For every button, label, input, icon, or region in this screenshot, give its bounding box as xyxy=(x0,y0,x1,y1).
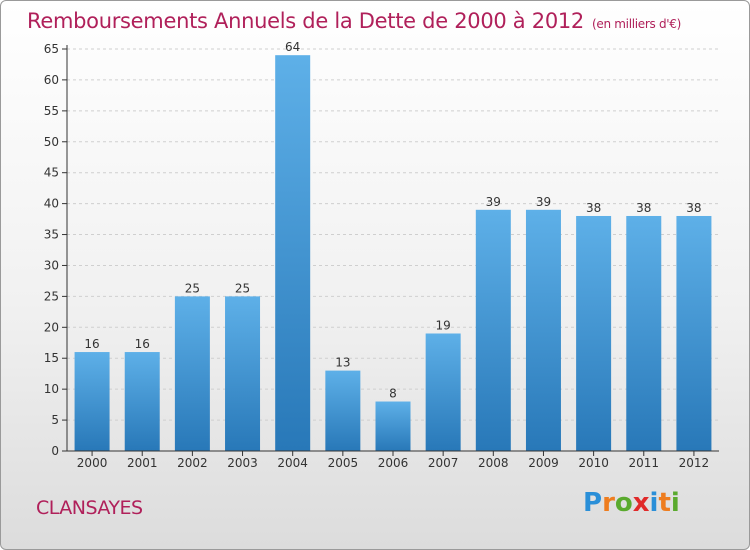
data-label: 25 xyxy=(185,281,200,295)
y-tick-label: 0 xyxy=(51,444,59,458)
y-tick-label: 35 xyxy=(44,228,59,242)
y-tick-label: 45 xyxy=(44,166,59,180)
logo-letter: t xyxy=(658,488,671,518)
bar xyxy=(275,55,311,451)
gridlines xyxy=(67,48,719,421)
bar xyxy=(525,209,561,451)
proxiti-logo: Proxiti xyxy=(583,488,680,518)
logo-letter: i xyxy=(649,488,659,518)
logo-letter: i xyxy=(670,488,680,518)
y-tick-label: 5 xyxy=(51,413,59,427)
data-label: 25 xyxy=(235,281,250,295)
bar xyxy=(425,333,461,451)
y-tick-label: 50 xyxy=(44,135,59,149)
y-tick-label: 55 xyxy=(44,104,59,118)
bar xyxy=(576,215,612,451)
bar xyxy=(124,352,160,451)
x-tick-label: 2001 xyxy=(127,456,158,470)
chart-title: Remboursements Annuels de la Dette de 20… xyxy=(27,9,681,33)
data-label: 38 xyxy=(636,201,651,215)
bar xyxy=(676,215,712,451)
bar xyxy=(225,296,261,451)
x-tick-label: 2006 xyxy=(378,456,409,470)
axes xyxy=(62,45,719,456)
x-tick-label: 2010 xyxy=(578,456,609,470)
data-label: 16 xyxy=(135,337,150,351)
y-tick-label: 30 xyxy=(44,258,59,272)
bar xyxy=(375,401,411,451)
x-tick-label: 2003 xyxy=(227,456,258,470)
x-tick-label: 2011 xyxy=(628,456,659,470)
data-label: 38 xyxy=(686,201,701,215)
x-tick-label: 2005 xyxy=(328,456,359,470)
bar xyxy=(325,370,361,451)
data-label: 38 xyxy=(586,201,601,215)
chart-title-text: Remboursements Annuels de la Dette de 20… xyxy=(27,9,584,33)
x-tick-label: 2008 xyxy=(478,456,509,470)
data-label: 16 xyxy=(84,337,99,351)
x-tick-label: 2009 xyxy=(528,456,559,470)
bar xyxy=(74,352,110,451)
data-label: 8 xyxy=(389,387,397,401)
bar xyxy=(626,215,662,451)
logo-letter: P xyxy=(583,488,603,518)
y-tick-label: 15 xyxy=(44,351,59,365)
y-tick-label: 10 xyxy=(44,382,59,396)
labels: 0 5 10 15 20 25 30 35 40 45 50 55 60 65 2000 16 2001 16 20… xyxy=(44,40,709,470)
y-tick-label: 65 xyxy=(44,42,59,56)
data-label: 39 xyxy=(536,195,551,209)
y-tick-label: 20 xyxy=(44,320,59,334)
logo-letter: x xyxy=(632,488,650,518)
data-label: 13 xyxy=(335,356,350,370)
x-tick-label: 2012 xyxy=(679,456,710,470)
commune-name: CLANSAYES xyxy=(36,497,143,519)
bar xyxy=(475,209,511,451)
data-label: 19 xyxy=(436,318,451,332)
x-tick-label: 2002 xyxy=(177,456,208,470)
y-tick-label: 25 xyxy=(44,289,59,303)
y-tick-label: 60 xyxy=(44,73,59,87)
bar xyxy=(174,296,210,451)
logo-letter: o xyxy=(614,488,633,518)
data-label: 64 xyxy=(285,40,300,54)
data-label: 39 xyxy=(486,195,501,209)
x-tick-label: 2004 xyxy=(277,456,308,470)
bars xyxy=(74,55,712,451)
logo-letter: r xyxy=(602,488,615,518)
x-tick-label: 2000 xyxy=(77,456,108,470)
chart-subtitle: (en milliers d'€) xyxy=(592,17,682,31)
x-tick-label: 2007 xyxy=(428,456,459,470)
y-tick-label: 40 xyxy=(44,197,59,211)
